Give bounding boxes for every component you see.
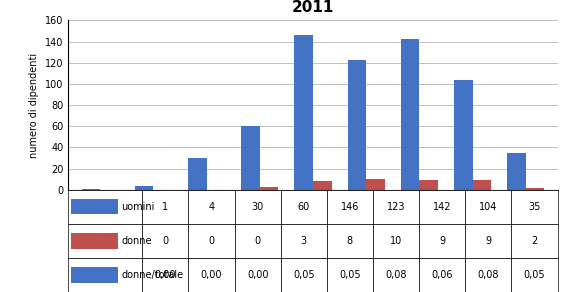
Text: 142: 142 xyxy=(433,202,451,212)
Bar xyxy=(465,190,512,224)
Text: donne: donne xyxy=(122,236,152,246)
Text: 0: 0 xyxy=(162,236,168,246)
Bar xyxy=(419,224,465,258)
Text: 0: 0 xyxy=(254,236,261,246)
Bar xyxy=(373,224,419,258)
Bar xyxy=(327,190,373,224)
Bar xyxy=(373,258,419,292)
Bar xyxy=(327,224,373,258)
Bar xyxy=(281,224,327,258)
Bar xyxy=(373,190,419,224)
Bar xyxy=(313,181,332,190)
Bar xyxy=(401,39,419,190)
Bar xyxy=(454,80,472,190)
Text: 9: 9 xyxy=(439,236,446,246)
Text: 2: 2 xyxy=(531,236,538,246)
Bar xyxy=(241,126,260,190)
Bar xyxy=(68,258,142,292)
Text: 0,06: 0,06 xyxy=(431,270,453,280)
Bar xyxy=(512,190,558,224)
Bar xyxy=(281,258,327,292)
Text: 0,05: 0,05 xyxy=(339,270,361,280)
Bar xyxy=(234,258,281,292)
Text: 0,05: 0,05 xyxy=(523,270,545,280)
Bar xyxy=(260,187,278,190)
Bar xyxy=(188,258,234,292)
Bar xyxy=(234,190,281,224)
Text: 0: 0 xyxy=(208,236,215,246)
Title: Distribuzione per fasce d'età del personale tecnico
2011: Distribuzione per fasce d'età del person… xyxy=(94,0,531,15)
Text: 35: 35 xyxy=(529,202,541,212)
Text: 8: 8 xyxy=(347,236,353,246)
Bar xyxy=(327,258,373,292)
Bar xyxy=(512,224,558,258)
Bar xyxy=(419,190,465,224)
Bar xyxy=(142,224,188,258)
Bar xyxy=(465,258,512,292)
Bar xyxy=(142,258,188,292)
Text: 104: 104 xyxy=(479,202,497,212)
Bar xyxy=(81,189,100,190)
Text: 1: 1 xyxy=(162,202,168,212)
Y-axis label: numero di dipendenti: numero di dipendenti xyxy=(30,53,39,158)
Text: 0,08: 0,08 xyxy=(477,270,499,280)
Bar xyxy=(419,180,438,190)
Text: 0,08: 0,08 xyxy=(385,270,407,280)
Bar xyxy=(142,190,188,224)
Bar xyxy=(348,60,366,190)
Text: 0,05: 0,05 xyxy=(293,270,315,280)
Bar xyxy=(188,190,234,224)
Bar xyxy=(472,180,491,190)
Bar xyxy=(234,224,281,258)
Bar xyxy=(512,258,558,292)
Bar xyxy=(68,190,142,224)
Text: 3: 3 xyxy=(301,236,307,246)
Text: 30: 30 xyxy=(251,202,264,212)
Text: 146: 146 xyxy=(341,202,359,212)
Bar xyxy=(507,153,526,190)
Text: 10: 10 xyxy=(390,236,402,246)
Bar xyxy=(188,224,234,258)
Text: 0,00: 0,00 xyxy=(247,270,269,280)
Text: donne/totale: donne/totale xyxy=(122,270,184,280)
Bar xyxy=(419,258,465,292)
Bar xyxy=(366,179,385,190)
Bar xyxy=(188,158,207,190)
Text: 9: 9 xyxy=(485,236,492,246)
Bar xyxy=(71,267,118,283)
Text: 0,00: 0,00 xyxy=(201,270,222,280)
Bar xyxy=(465,224,512,258)
Bar xyxy=(281,190,327,224)
Bar xyxy=(135,186,154,190)
Bar xyxy=(294,35,313,190)
Bar xyxy=(68,224,142,258)
Text: 4: 4 xyxy=(208,202,215,212)
Bar xyxy=(71,199,118,215)
Text: 60: 60 xyxy=(298,202,310,212)
Text: 123: 123 xyxy=(387,202,405,212)
Text: 0,00: 0,00 xyxy=(155,270,176,280)
Text: uomini: uomini xyxy=(122,202,155,212)
Bar xyxy=(71,233,118,248)
Bar xyxy=(526,188,545,190)
